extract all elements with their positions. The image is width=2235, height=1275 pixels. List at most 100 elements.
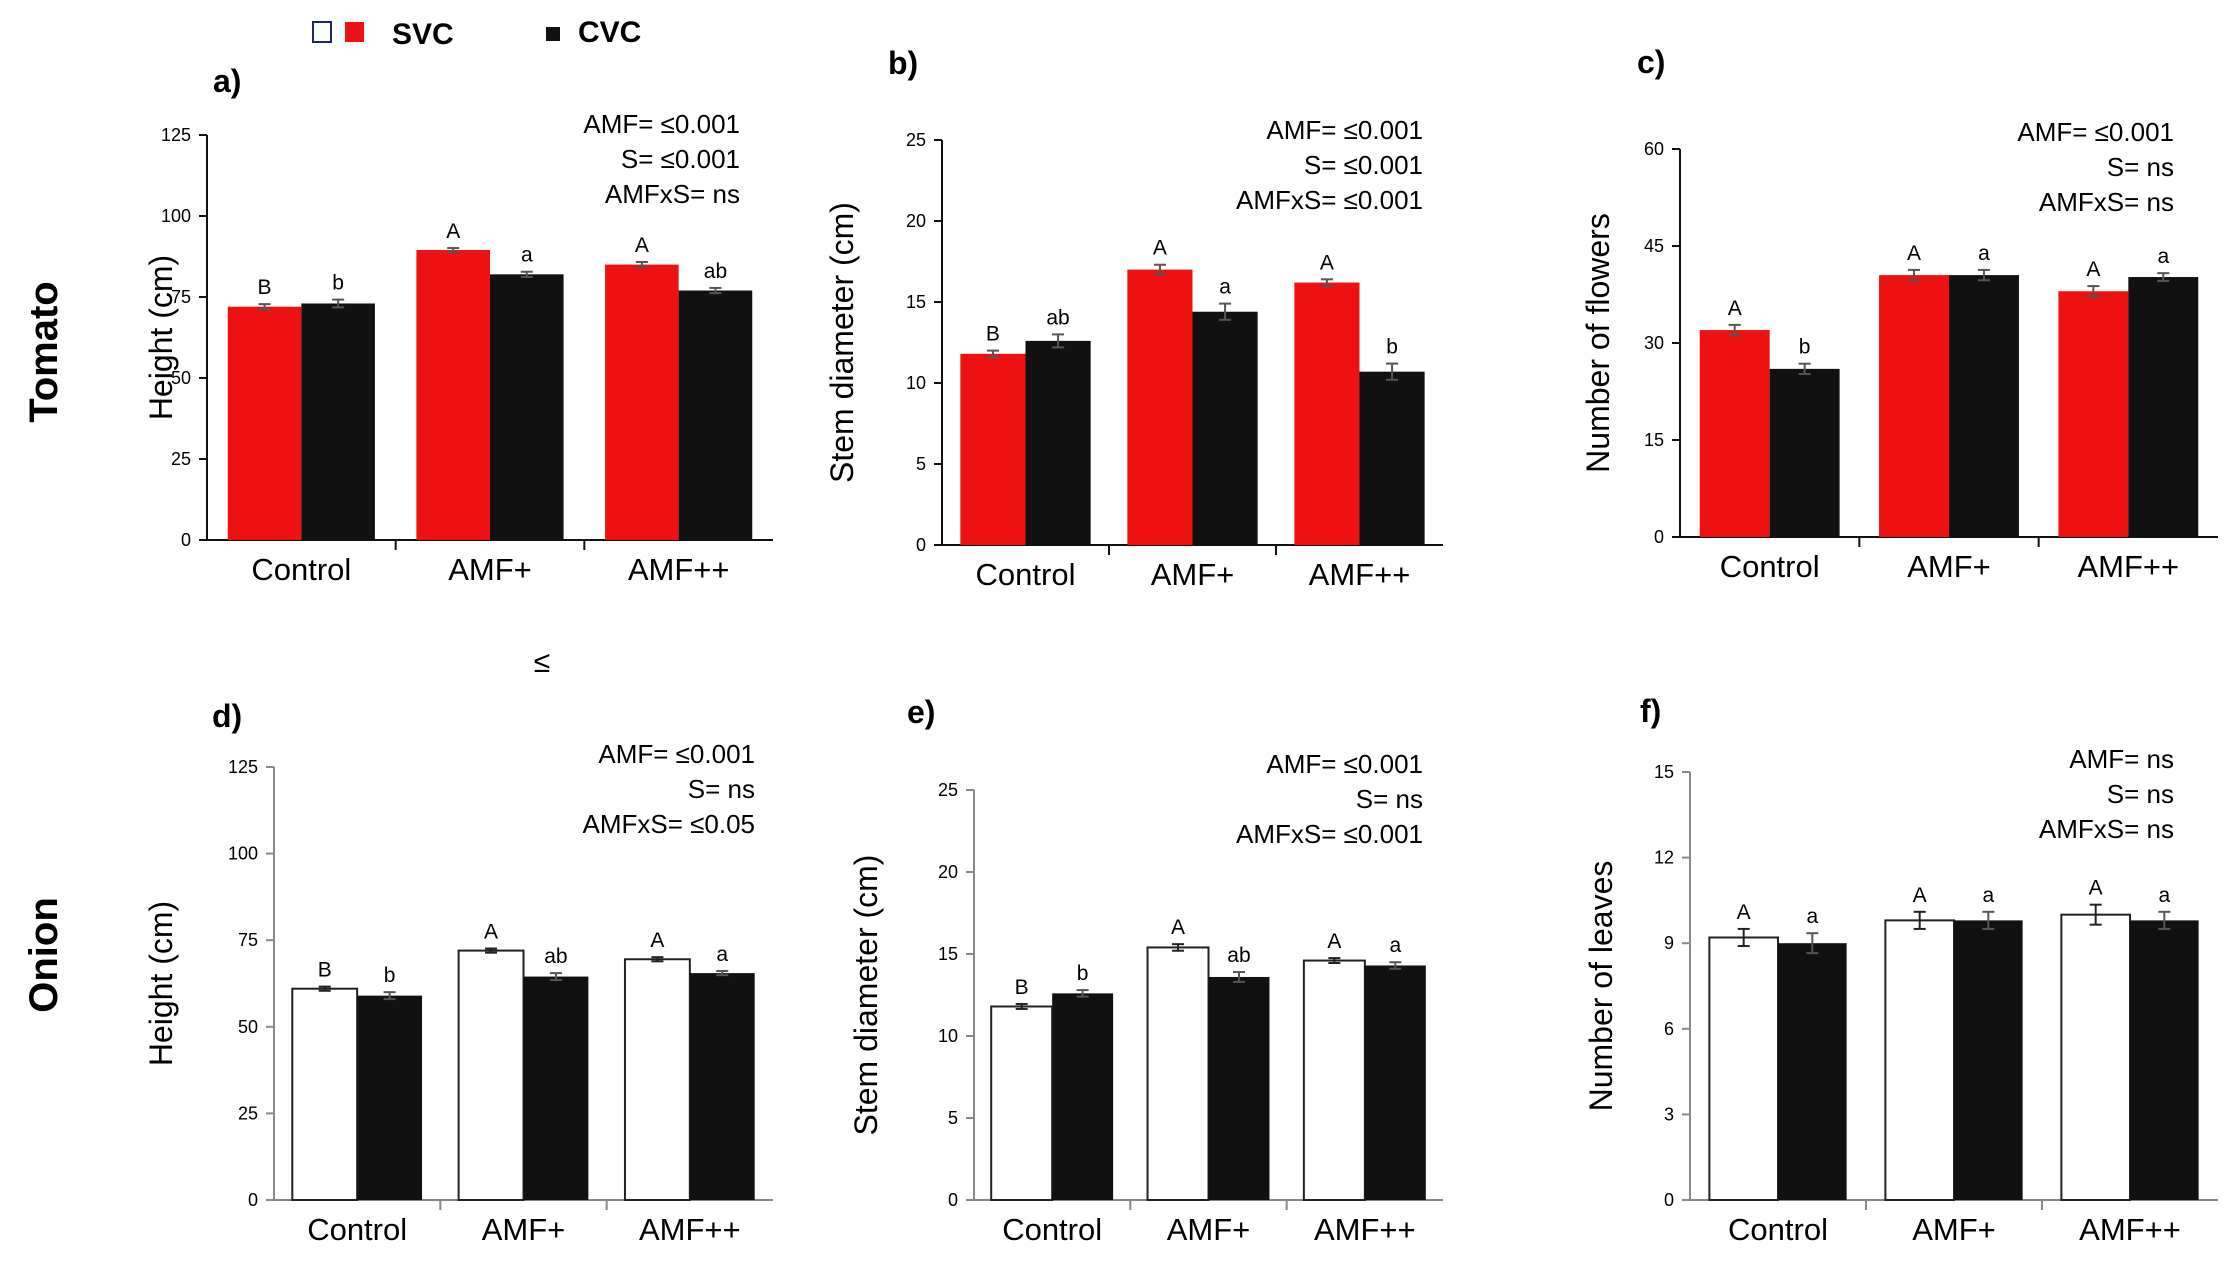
stat-line: AMF= ≤0.001 xyxy=(583,109,740,139)
significance-label: A xyxy=(1327,930,1341,953)
bar-cvc-control xyxy=(1052,993,1114,1200)
significance-label: A xyxy=(1320,251,1334,274)
y-tick-label: 125 xyxy=(161,125,191,145)
stat-line: S= ns xyxy=(1356,784,1423,814)
bar-svc-amfplus xyxy=(416,250,490,540)
significance-label: b xyxy=(1386,336,1398,359)
row-label-tomato: Tomato xyxy=(22,281,66,422)
bar-cvc-amfplus xyxy=(1192,311,1258,545)
bar-cvc-amfplusplus xyxy=(1364,965,1426,1200)
y-tick-label: 0 xyxy=(1664,1190,1674,1210)
stat-line: S= ≤0.001 xyxy=(1304,150,1423,180)
x-category-label: AMF++ xyxy=(1309,557,1411,592)
significance-label: a xyxy=(716,943,728,966)
y-tick-label: 9 xyxy=(1664,933,1674,953)
significance-label: A xyxy=(635,234,649,257)
y-tick-label: 6 xyxy=(1664,1019,1674,1039)
row-label-onion: Onion xyxy=(22,897,66,1013)
bar-cvc-amfplus xyxy=(1949,275,2019,537)
significance-label: ab xyxy=(544,945,567,968)
bar-svc-control xyxy=(960,353,1026,545)
bar-cvc-amfplus xyxy=(1208,976,1270,1200)
x-category-label: Control xyxy=(307,1212,407,1247)
y-tick-label: 10 xyxy=(906,373,926,393)
stat-line: S= ns xyxy=(2107,779,2174,809)
x-category-label: AMF++ xyxy=(2079,1212,2181,1247)
y-axis-title: Number of flowers xyxy=(1580,213,1616,473)
bar-cvc-control xyxy=(1769,368,1840,537)
y-tick-label: 0 xyxy=(181,530,191,550)
stray-symbol: ≤ xyxy=(534,646,550,679)
y-tick-label: 75 xyxy=(238,930,258,950)
panel-letter-b: b) xyxy=(888,45,918,81)
significance-label: A xyxy=(2086,258,2100,281)
significance-label: b xyxy=(332,272,344,295)
y-tick-label: 50 xyxy=(171,368,191,388)
bar-cvc-control xyxy=(301,303,375,540)
y-tick-label: 12 xyxy=(1654,848,1674,868)
y-tick-label: 0 xyxy=(248,1190,258,1210)
chart-panel-a: a) 0 25 50 75 100 125 Height (cm) Control B b AMF+ A… xyxy=(143,63,773,587)
x-category-label: AMF++ xyxy=(628,552,730,587)
significance-label: a xyxy=(2158,884,2170,907)
y-tick-label: 125 xyxy=(228,757,258,777)
y-tick-label: 75 xyxy=(171,287,191,307)
y-tick-label: 0 xyxy=(1654,527,1664,547)
panel-letter-c: c) xyxy=(1637,44,1665,80)
bar-cvc-amfplus xyxy=(523,976,589,1200)
significance-label: a xyxy=(1389,934,1401,957)
significance-label: b xyxy=(1799,336,1811,359)
bar-svc-amfplus xyxy=(1127,269,1193,545)
significance-label: A xyxy=(1171,916,1185,939)
bar-cvc-amfplus xyxy=(490,274,564,540)
y-tick-label: 60 xyxy=(1644,139,1664,159)
significance-label: A xyxy=(484,921,498,944)
chart-panel-f: f) 0 3 6 9 12 15 Number of leaves Control A a AMF+ A… xyxy=(1583,693,2218,1247)
stat-line: AMF= ≤0.001 xyxy=(598,739,755,769)
significance-label: ab xyxy=(704,260,727,283)
significance-label: b xyxy=(1077,962,1089,985)
stat-line: AMF= ≤0.001 xyxy=(1266,115,1423,145)
x-category-label: Control xyxy=(1728,1212,1828,1247)
bar-svc-amfplusplus xyxy=(2060,913,2132,1202)
bar-svc-amfplusplus xyxy=(605,264,679,540)
chart-panel-d: d) 0 25 50 75 100 125 Height (cm) Control B b AMF+ A… xyxy=(143,698,773,1247)
significance-label: A xyxy=(650,929,664,952)
bar-cvc-amfplusplus xyxy=(1359,371,1425,545)
significance-label: a xyxy=(1219,276,1231,299)
legend-cvc-label: CVC xyxy=(578,16,641,49)
significance-label: B xyxy=(318,959,332,982)
bar-svc-amfplusplus xyxy=(2058,291,2129,537)
x-category-label: AMF++ xyxy=(639,1212,741,1247)
x-category-label: AMF+ xyxy=(1167,1212,1251,1247)
significance-label: B xyxy=(258,276,272,299)
y-tick-label: 25 xyxy=(906,130,926,150)
stat-line: AMFxS= ≤0.05 xyxy=(582,809,755,839)
significance-label: A xyxy=(1907,242,1921,265)
y-tick-label: 20 xyxy=(938,862,958,882)
x-category-label: AMF+ xyxy=(1151,557,1235,592)
bar-cvc-amfplusplus xyxy=(678,290,753,540)
stat-line: AMFxS= ≤0.001 xyxy=(1236,185,1423,215)
y-axis-title: Height (cm) xyxy=(143,255,179,420)
stat-line: AMFxS= ns xyxy=(2039,814,2174,844)
bar-cvc-control xyxy=(1778,943,1847,1200)
x-category-label: AMF++ xyxy=(2078,549,2180,584)
panel-letter-f: f) xyxy=(1640,693,1661,729)
significance-label: A xyxy=(1728,297,1742,320)
significance-label: A xyxy=(2089,877,2103,900)
significance-label: B xyxy=(1015,976,1029,999)
x-category-label: AMF+ xyxy=(448,552,532,587)
significance-label: A xyxy=(446,220,460,243)
significance-label: A xyxy=(1737,901,1751,924)
y-tick-label: 100 xyxy=(228,844,258,864)
significance-label: a xyxy=(2157,245,2169,268)
y-tick-label: 25 xyxy=(171,449,191,469)
panel-letter-d: d) xyxy=(212,698,242,734)
stat-line: AMF= ≤0.001 xyxy=(1266,749,1423,779)
legend-svc-onion-swatch xyxy=(312,21,332,43)
stat-line: AMF= ≤0.001 xyxy=(2017,117,2174,147)
y-tick-label: 0 xyxy=(948,1190,958,1210)
stat-line: AMF= ns xyxy=(2069,744,2174,774)
chart-panel-e: e) 0 5 10 15 20 25 Stem diameter (cm) Control Bb A… xyxy=(848,694,1443,1247)
